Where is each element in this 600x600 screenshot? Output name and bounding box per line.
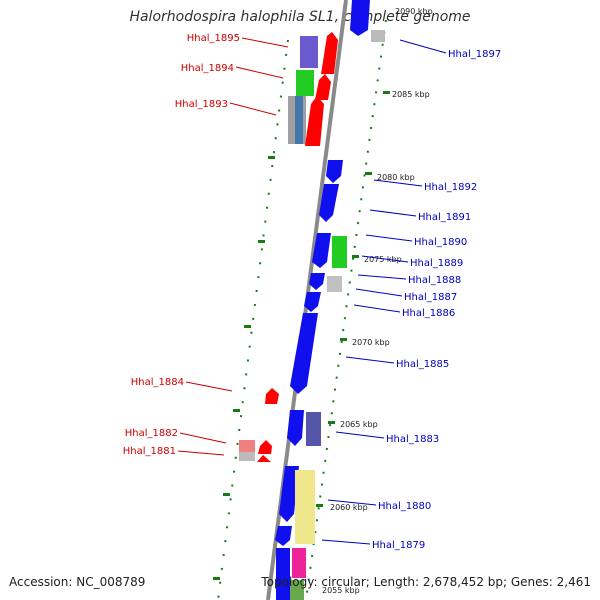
leader-line <box>177 450 225 456</box>
gene-label-right: Hhal_1887 <box>404 292 457 303</box>
leader-line <box>369 209 417 217</box>
tick-mark <box>328 421 335 424</box>
gene-label-right: Hhal_1890 <box>414 237 467 248</box>
gene-label-left: Hhal_1882 <box>125 428 178 439</box>
gene-label-left: Hhal_1884 <box>131 377 184 388</box>
gene-arrow <box>321 32 338 74</box>
leader-line <box>179 432 227 444</box>
tick-label: 2075 kbp <box>364 255 402 264</box>
tick-label: 2065 kbp <box>340 420 378 429</box>
gene-arrow <box>287 410 304 446</box>
tick-label: 2060 kbp <box>330 503 368 512</box>
gene-arrow <box>258 440 272 454</box>
tick-mark <box>244 325 251 328</box>
gene-arrow <box>319 184 339 222</box>
tick-mark <box>213 577 220 580</box>
gene-block <box>300 36 318 68</box>
leader-line <box>229 102 277 116</box>
gene-label-right: Hhal_1883 <box>386 434 439 445</box>
gene-label-right: Hhal_1880 <box>378 501 431 512</box>
leader-line <box>235 66 284 79</box>
gene-block <box>292 548 306 578</box>
gene-arrow <box>290 313 318 394</box>
gene-label-right: Hhal_1888 <box>408 275 461 286</box>
leader-line <box>241 37 289 48</box>
major-ticks <box>213 91 390 580</box>
outer-tick-guide <box>305 19 387 600</box>
gene-arrow <box>257 455 271 462</box>
tick-mark <box>268 156 275 159</box>
leader-line <box>355 288 403 297</box>
gene-label-left: Hhal_1893 <box>175 99 228 110</box>
gene-label-right: Hhal_1897 <box>448 49 501 60</box>
leader-line <box>185 381 233 392</box>
tick-mark <box>316 504 323 507</box>
tick-label: 2070 kbp <box>352 338 390 347</box>
leader-line <box>399 39 447 54</box>
gene-arrow <box>275 526 292 546</box>
gene-block <box>295 470 315 544</box>
tick-label: 2080 kbp <box>377 173 415 182</box>
gene-arrow <box>305 96 324 146</box>
tick-mark <box>365 172 372 175</box>
gene-label-right: Hhal_1892 <box>424 182 477 193</box>
leader-line <box>365 234 413 242</box>
tick-label: 2055 kbp <box>322 586 360 595</box>
gene-block <box>332 236 347 268</box>
gene-label-right: Hhal_1885 <box>396 359 449 370</box>
gene-block <box>290 580 304 600</box>
gene-block <box>239 452 255 461</box>
leader-line <box>321 539 371 545</box>
gene-block <box>327 276 342 292</box>
gene-label-left: Hhal_1895 <box>187 33 240 44</box>
tick-mark <box>233 409 240 412</box>
leader-line <box>335 431 385 439</box>
gene-label-right: Hhal_1889 <box>410 258 463 269</box>
gene-block <box>276 548 290 600</box>
tick-mark <box>223 493 230 496</box>
tick-mark <box>383 91 390 94</box>
gene-block <box>306 412 321 446</box>
gene-label-right: Hhal_1886 <box>402 308 455 319</box>
gene-label-left: Hhal_1881 <box>123 446 176 457</box>
gene-label-right: Hhal_1879 <box>372 540 425 551</box>
tick-mark <box>258 240 265 243</box>
gene-block <box>371 30 385 42</box>
leader-line <box>353 304 401 313</box>
tick-label: 2085 kbp <box>392 90 430 99</box>
accession-label: Accession: NC_008789 <box>9 575 146 589</box>
tick-mark <box>352 255 359 258</box>
leader-line <box>361 255 409 263</box>
leader-line <box>357 274 407 280</box>
gene-arrow <box>315 74 331 100</box>
tick-mark <box>340 338 347 341</box>
gene-arrow <box>326 160 343 183</box>
gene-arrow <box>279 466 299 522</box>
outer-track-genes <box>275 0 385 600</box>
leader-line <box>345 356 395 364</box>
gene-arrow <box>312 233 331 268</box>
gene-label-left: Hhal_1894 <box>181 63 234 74</box>
gene-block <box>296 70 314 96</box>
gene-arrow <box>350 0 370 36</box>
gene-arrow <box>265 388 279 404</box>
gene-block <box>295 96 303 144</box>
gene-arrow <box>309 273 325 290</box>
gene-arrow <box>304 292 321 312</box>
leader-line <box>327 499 377 506</box>
inner-track-genes <box>239 32 338 462</box>
leader-line <box>373 179 423 187</box>
gene-label-right: Hhal_1891 <box>418 212 471 223</box>
genome-summary: Topology: circular; Length: 2,678,452 bp… <box>261 575 591 589</box>
tick-label: 2090 kbp <box>395 7 433 16</box>
